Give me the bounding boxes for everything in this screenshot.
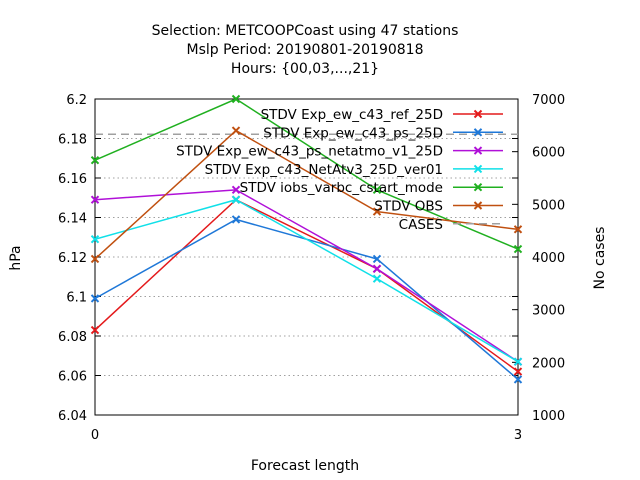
grid [95, 138, 518, 376]
y2-axis-label: No cases [592, 227, 608, 290]
y2-tick-label: 6000 [532, 146, 565, 161]
data-point [372, 274, 382, 283]
y2-tick-label: 1000 [532, 409, 565, 424]
data-point [90, 254, 100, 264]
y-tick-label: 6.18 [58, 133, 87, 148]
legend-label: CASES [399, 217, 443, 233]
data-point [513, 357, 523, 366]
legend-marker [473, 146, 483, 155]
y-tick-label: 6.14 [58, 212, 87, 227]
legend-marker [473, 182, 483, 192]
data-point [90, 235, 100, 244]
series-line-5 [94, 129, 519, 260]
data-point [90, 195, 100, 204]
legend-marker [473, 201, 483, 210]
series-line-1 [94, 218, 519, 381]
data-point [372, 264, 382, 274]
y-tick-label: 6.12 [58, 251, 87, 266]
series-line-3 [94, 198, 519, 363]
series-line-0 [94, 198, 519, 373]
plot-area [90, 94, 523, 384]
legend: STDV Exp_ew_c43_ref_25D STDV Exp_ew_c43_p… [176, 107, 503, 233]
data-point [90, 294, 100, 303]
y-tick-label: 6.2 [66, 93, 87, 108]
y2-tick-label: 7000 [532, 93, 565, 108]
legend-label: STDV Exp_ew_c43_ps_netatmo_v1_25D [176, 144, 443, 160]
title-line-2: Mslp Period: 20190801-20190818 [187, 42, 424, 58]
x-tick-label: 0 [91, 428, 99, 443]
y2-tick-label: 2000 [532, 356, 565, 371]
legend-label: STDV Exp_ew_c43_ref_25D [261, 107, 443, 123]
legend-label: STDV Exp_ew_c43_ps_25D [263, 125, 443, 141]
legend-label: STDV OBS [374, 199, 443, 215]
y-axis-label: hPa [8, 245, 24, 270]
y-tick-label: 6.08 [58, 330, 87, 345]
series-line-4 [94, 98, 519, 250]
legend-label: STDV iobs_varbc_cstart_mode [240, 180, 443, 196]
data-point [372, 185, 382, 195]
y-tick-label: 6.1 [66, 291, 87, 306]
data-point [513, 375, 523, 384]
chart-title: Selection: METCOOPCoast using 47 station… [152, 23, 459, 77]
data-point [231, 195, 241, 204]
title-line-1: Selection: METCOOPCoast using 47 station… [152, 23, 459, 39]
data-point [513, 225, 523, 234]
data-point [231, 126, 241, 135]
axes: 6.04 6.06 6.08 6.1 6.12 6.14 6.16 6.18 6.2 1000 20… [58, 93, 565, 443]
data-point [231, 215, 241, 224]
legend-label: STDV Exp_c43_NetAtv3_25D_ver01 [205, 162, 443, 178]
y-tick-label: 6.16 [58, 172, 87, 187]
data-point [231, 94, 241, 104]
plot-frame [94, 98, 519, 416]
data-point [231, 185, 241, 195]
legend-marker [473, 128, 483, 137]
x-axis-label: Forecast length [251, 458, 359, 474]
title-line-3: Hours: {00,03,...,21} [231, 61, 379, 77]
data-point [372, 254, 382, 264]
data-point [513, 367, 523, 376]
data-point [513, 244, 523, 254]
data-point [372, 207, 382, 216]
y-tick-label: 6.04 [58, 409, 87, 424]
x-tick-label: 3 [514, 428, 522, 443]
y-tick-label: 6.06 [58, 370, 87, 385]
y2-tick-label: 4000 [532, 251, 565, 266]
y2-tick-label: 3000 [532, 304, 565, 319]
legend-marker [473, 164, 483, 174]
legend-marker [473, 109, 483, 119]
data-point [90, 156, 100, 165]
y2-tick-label: 5000 [532, 198, 565, 213]
data-point [90, 325, 100, 335]
